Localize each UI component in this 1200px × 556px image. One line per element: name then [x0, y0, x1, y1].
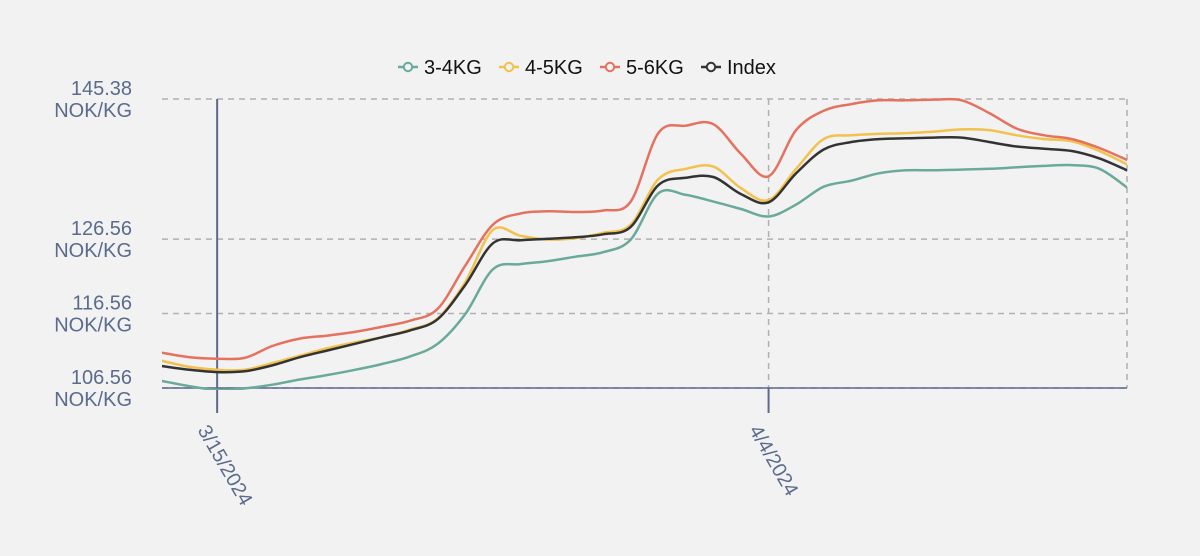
axis-layer: 145.38 NOK/KG 126.56 NOK/KG 116.56 NOK/KG 106.… [54, 78, 1127, 510]
legend-marker-icon [705, 61, 717, 73]
y-tick-label: 126.56 NOK/KG [54, 218, 132, 262]
legend-item-3-4kg[interactable]: 3-4KG [398, 57, 482, 79]
legend-item-index[interactable]: Index [701, 57, 776, 79]
grid-layer [162, 98, 1128, 389]
legend-marker-icon [604, 61, 616, 73]
y-tick-label: 145.38 NOK/KG [54, 78, 132, 122]
series-line-3-4kg [162, 163, 1127, 390]
legend-marker-icon [503, 61, 515, 73]
series-line-index [162, 135, 1127, 374]
legend[interactable]: 3-4KG 4-5KG 5-6KG Index [398, 57, 776, 79]
y-tick-label: 116.56 NOK/KG [54, 293, 132, 337]
legend-label: 3-4KG [424, 57, 482, 79]
legend-item-4-5kg[interactable]: 4-5KG [499, 57, 583, 79]
x-tick-label: 4/4/2024 [744, 422, 802, 500]
x-tick-label: 3/15/2024 [193, 422, 257, 510]
series-line-4-5kg [162, 127, 1127, 372]
legend-item-5-6kg[interactable]: 5-6KG [600, 57, 684, 79]
series-line-5-6kg [162, 97, 1127, 361]
legend-marker-icon [402, 61, 414, 73]
series-layer [162, 97, 1127, 390]
legend-label: 5-6KG [626, 57, 684, 79]
legend-label: Index [727, 57, 776, 79]
legend-label: 4-5KG [525, 57, 583, 79]
y-tick-label: 106.56 NOK/KG [54, 367, 132, 411]
